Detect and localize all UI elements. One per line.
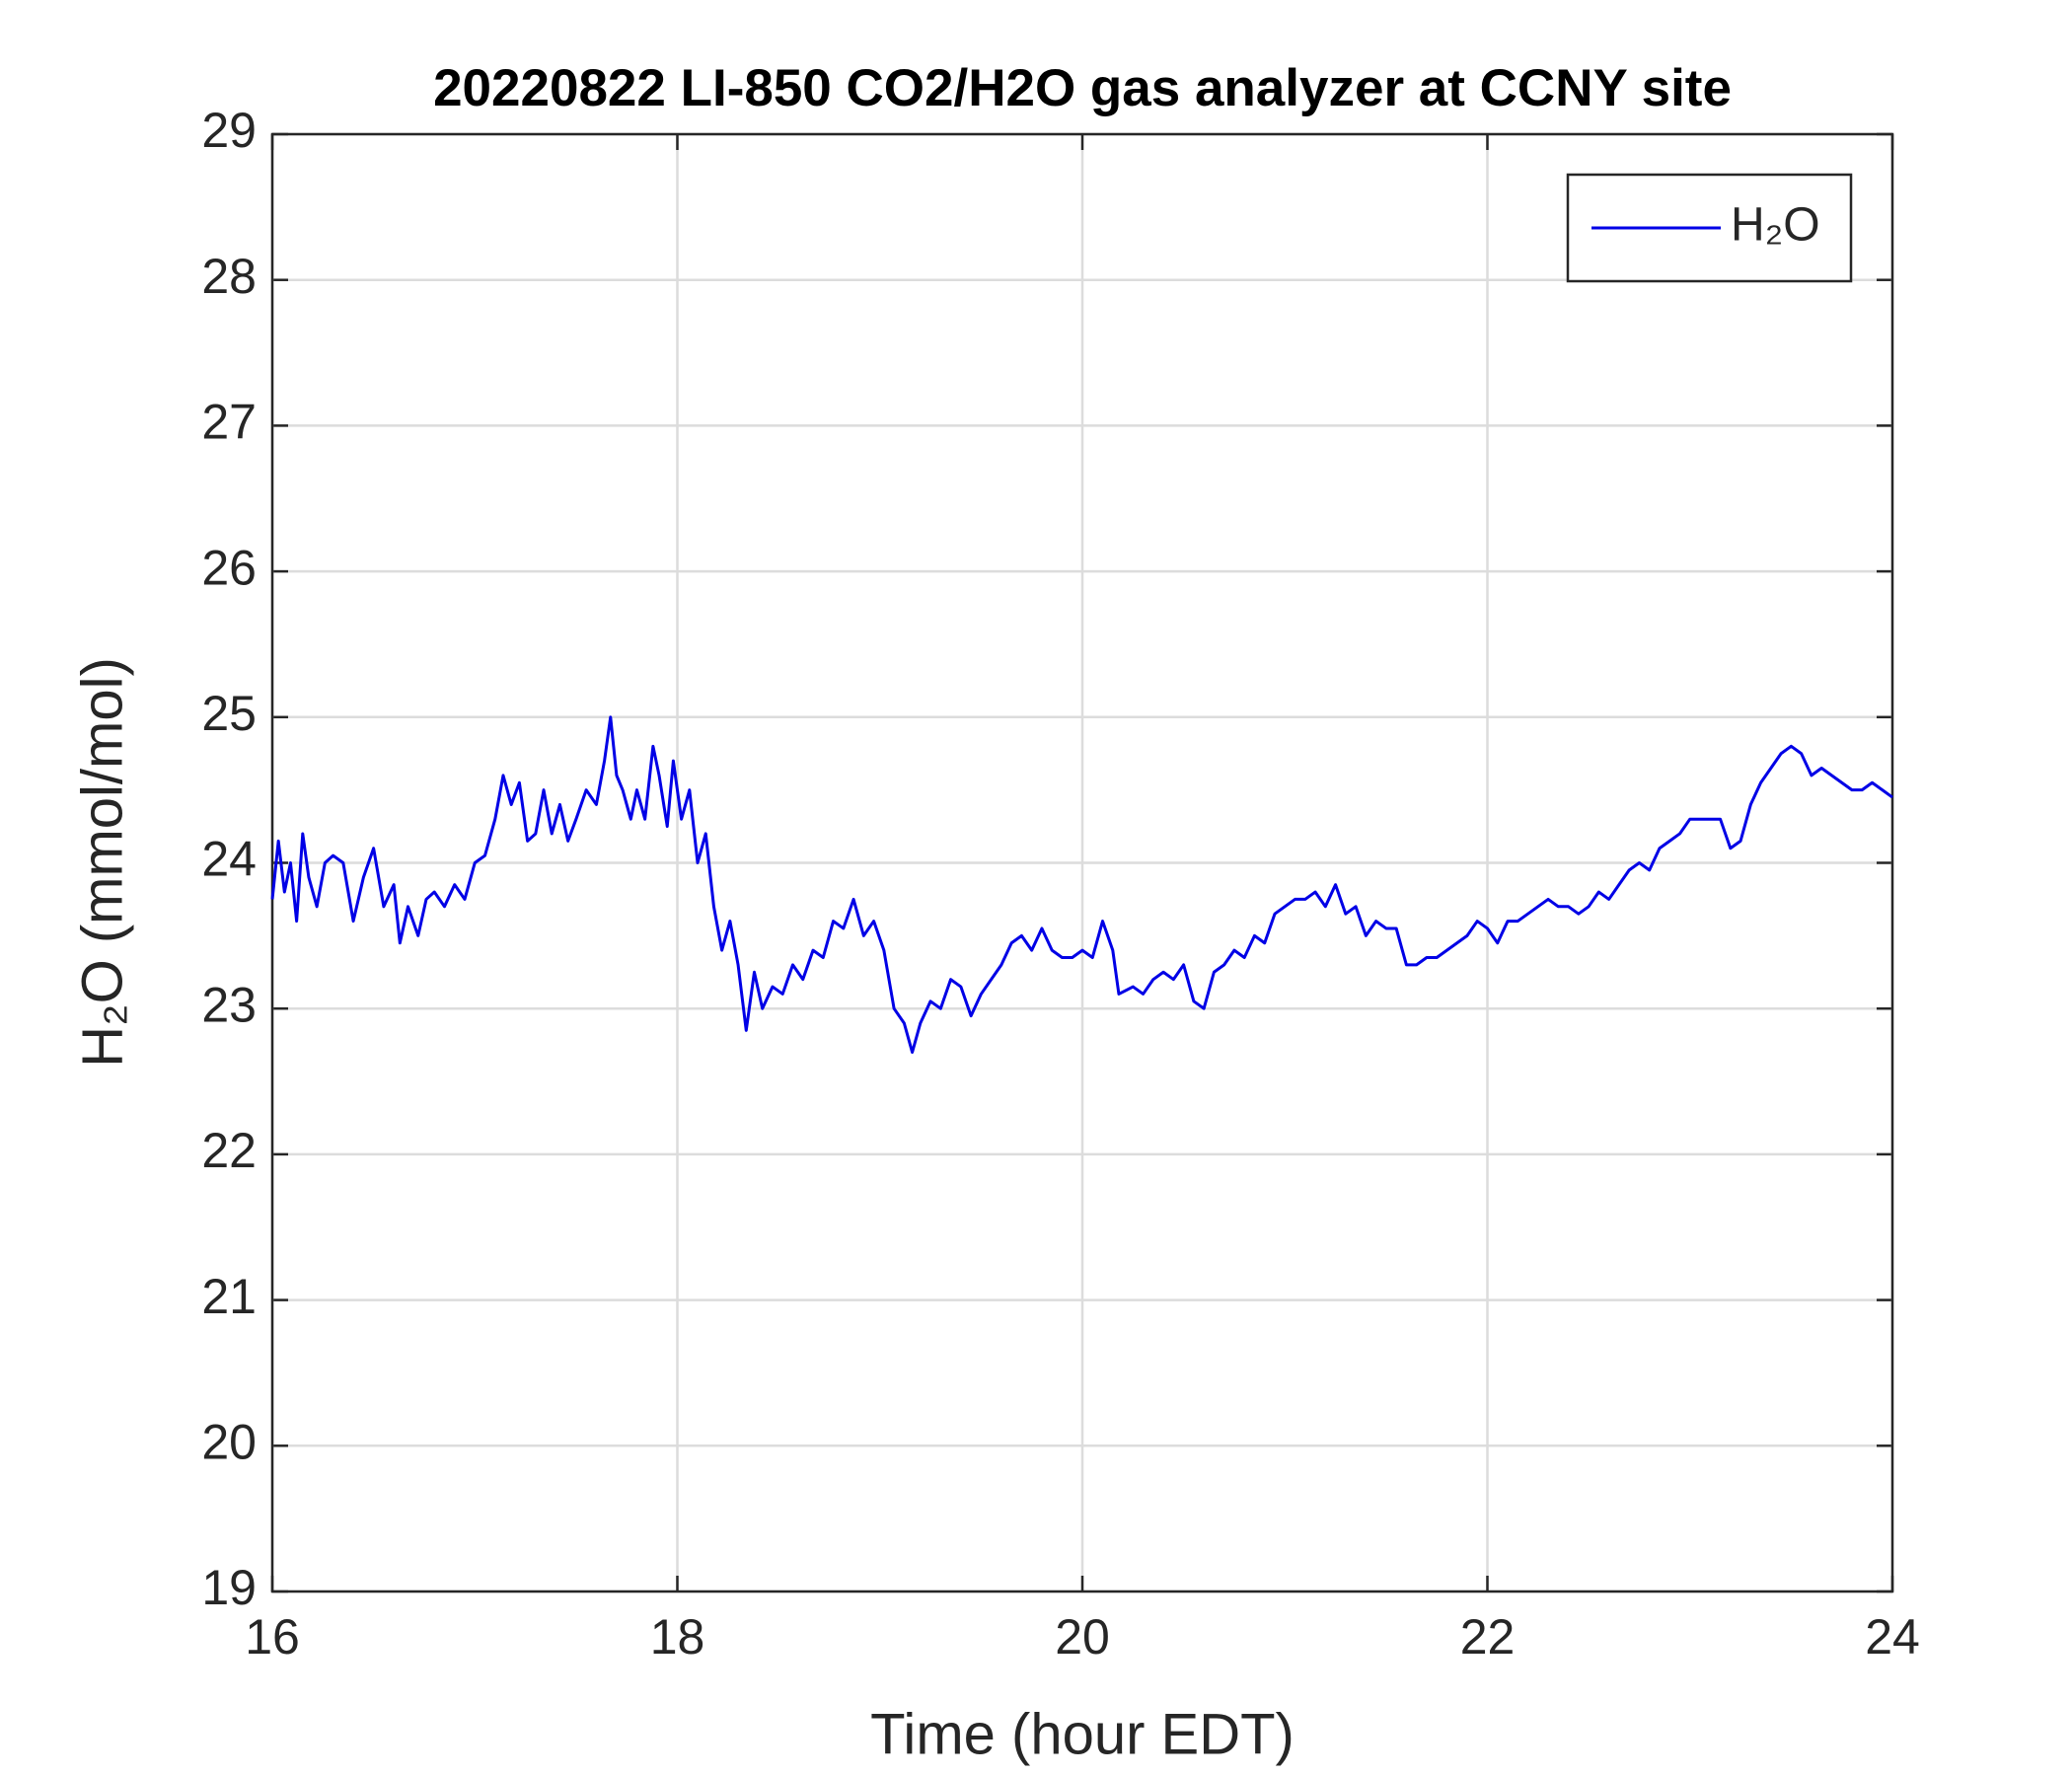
y-tick-label: 27 xyxy=(201,395,257,450)
x-tick-label: 16 xyxy=(245,1609,300,1665)
y-tick-label: 28 xyxy=(201,249,257,304)
data-line xyxy=(270,715,1893,1055)
x-tick-label: 18 xyxy=(650,1609,705,1665)
x-tick-label: 24 xyxy=(1865,1609,1920,1665)
y-tick-label: 24 xyxy=(201,832,257,887)
y-tick-label: 26 xyxy=(201,540,257,595)
y-tick-label: 21 xyxy=(201,1269,257,1324)
chart-title: 20220822 LI-850 CO2/H2O gas analyzer at … xyxy=(433,59,1732,117)
legend-label: H₂O xyxy=(1731,199,1820,252)
x-axis-label: Time (hour EDT) xyxy=(870,1702,1295,1766)
y-axis-label: H₂O (mmol/mol) xyxy=(70,657,134,1068)
y-tick-label: 29 xyxy=(201,103,257,158)
y-tick-label: 19 xyxy=(201,1560,257,1615)
y-tick-label: 23 xyxy=(201,977,257,1032)
y-tick-label: 22 xyxy=(201,1123,257,1178)
y-tick-label: 20 xyxy=(201,1415,257,1470)
y-tick-label: 25 xyxy=(201,686,257,741)
x-tick-label: 22 xyxy=(1460,1609,1516,1665)
plot-frame xyxy=(270,132,1894,1593)
x-tick-label: 20 xyxy=(1055,1609,1110,1665)
